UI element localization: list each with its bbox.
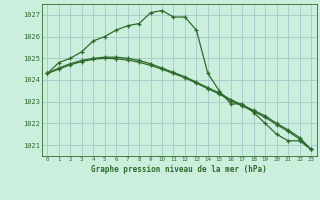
- X-axis label: Graphe pression niveau de la mer (hPa): Graphe pression niveau de la mer (hPa): [91, 165, 267, 174]
